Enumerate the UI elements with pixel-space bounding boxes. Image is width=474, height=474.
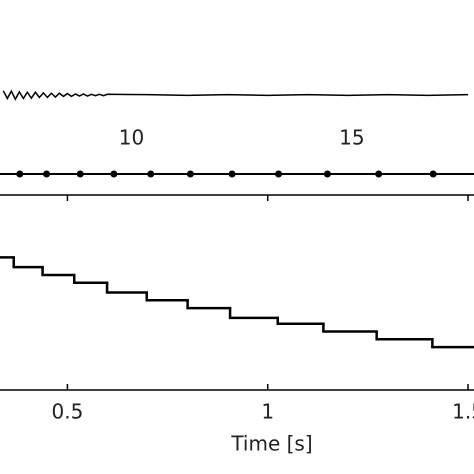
event-dot: [147, 170, 155, 178]
x-tick-label: 0.5: [52, 400, 84, 424]
x-tick-label: 1.5: [452, 400, 474, 424]
event-dot: [16, 170, 24, 178]
event-dot: [429, 170, 437, 178]
event-dot: [43, 170, 51, 178]
event-label: 10: [119, 126, 144, 150]
event-dot: [375, 170, 383, 178]
x-tick-label: 1: [261, 400, 274, 424]
x-axis-label: Time [s]: [230, 432, 312, 456]
waveform: [2, 89, 469, 101]
event-dot: [228, 170, 236, 178]
event-label: 15: [339, 126, 364, 150]
event-dot: [76, 170, 84, 178]
event-dot: [275, 170, 283, 178]
event-dot: [186, 170, 194, 178]
event-dot: [323, 170, 331, 178]
event-dot: [110, 170, 118, 178]
